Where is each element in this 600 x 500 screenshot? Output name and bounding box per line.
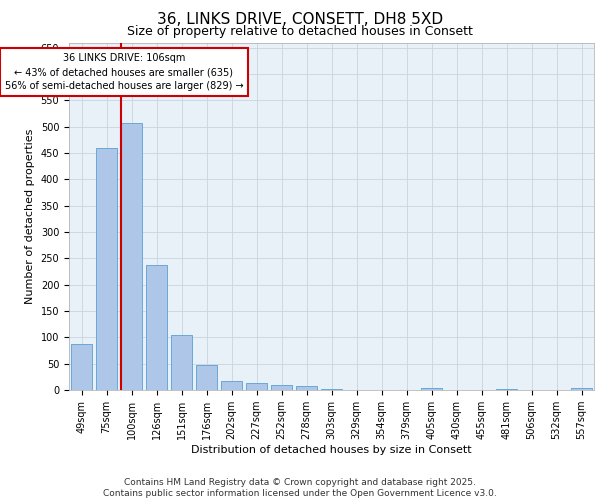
X-axis label: Distribution of detached houses by size in Consett: Distribution of detached houses by size …	[191, 445, 472, 455]
Bar	[71, 344, 92, 390]
Bar	[96, 148, 117, 390]
Bar	[296, 386, 317, 390]
Bar	[271, 384, 292, 390]
Bar	[196, 366, 217, 390]
Bar	[496, 389, 517, 390]
Text: Contains HM Land Registry data © Crown copyright and database right 2025.
Contai: Contains HM Land Registry data © Crown c…	[103, 478, 497, 498]
Bar	[246, 383, 267, 390]
Text: 36 LINKS DRIVE: 106sqm
← 43% of detached houses are smaller (635)
56% of semi-de: 36 LINKS DRIVE: 106sqm ← 43% of detached…	[5, 53, 244, 91]
Text: 36, LINKS DRIVE, CONSETT, DH8 5XD: 36, LINKS DRIVE, CONSETT, DH8 5XD	[157, 12, 443, 28]
Text: Size of property relative to detached houses in Consett: Size of property relative to detached ho…	[127, 25, 473, 38]
Bar	[146, 264, 167, 390]
Bar	[121, 122, 142, 390]
Bar	[421, 388, 442, 390]
Bar	[321, 389, 342, 390]
Bar	[171, 335, 192, 390]
Bar	[571, 388, 592, 390]
Bar	[221, 381, 242, 390]
Y-axis label: Number of detached properties: Number of detached properties	[25, 128, 35, 304]
